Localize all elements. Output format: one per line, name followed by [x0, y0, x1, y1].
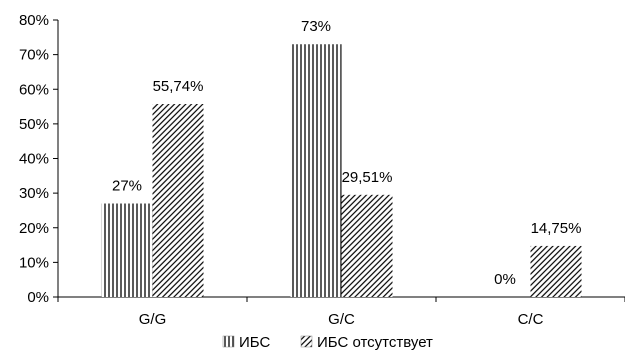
data-label: 27%	[112, 178, 142, 195]
bar-ibs-g-c	[290, 44, 342, 297]
y-tick-label: 60%	[19, 81, 49, 98]
legend-swatch	[300, 335, 313, 348]
data-label: 14,75%	[531, 220, 582, 237]
y-tick-label: 20%	[19, 220, 49, 237]
y-tick-label: 10%	[19, 254, 49, 271]
legend: ИБС ИБС отсутствует	[222, 334, 433, 351]
legend-label: ИБС отсутствует	[317, 334, 433, 351]
legend-label: ИБС	[239, 334, 270, 351]
y-tick-label: 0%	[27, 289, 49, 306]
y-tick-label: 70%	[19, 47, 49, 64]
bar-no-ibs-g-c	[341, 194, 393, 297]
y-tick-label: 40%	[19, 151, 49, 168]
data-label: 55,74%	[153, 78, 204, 95]
bar-no-ibs-c-c	[530, 245, 582, 297]
y-tick-label: 30%	[19, 185, 49, 202]
y-axis: 0% 10% 20% 30% 40% 50% 60% 70% 80%	[19, 12, 59, 306]
data-label: 29,51%	[342, 169, 393, 186]
x-category-label: C/C	[518, 311, 544, 328]
y-tick-label: 80%	[19, 12, 49, 29]
bar-ibs-g-g	[101, 203, 153, 297]
x-category-label: G/G	[139, 311, 167, 328]
data-labels: 27% 55,74% 73% 29,51% 0% 14,75%	[112, 18, 581, 288]
x-category-label: G/C	[328, 311, 355, 328]
data-label: 0%	[494, 271, 516, 288]
bars	[101, 44, 582, 298]
bar-no-ibs-g-g	[152, 104, 204, 298]
legend-swatch	[222, 335, 235, 348]
data-label: 73%	[301, 18, 331, 35]
x-axis: G/G G/C C/C	[57, 296, 625, 328]
y-tick-label: 50%	[19, 116, 49, 133]
